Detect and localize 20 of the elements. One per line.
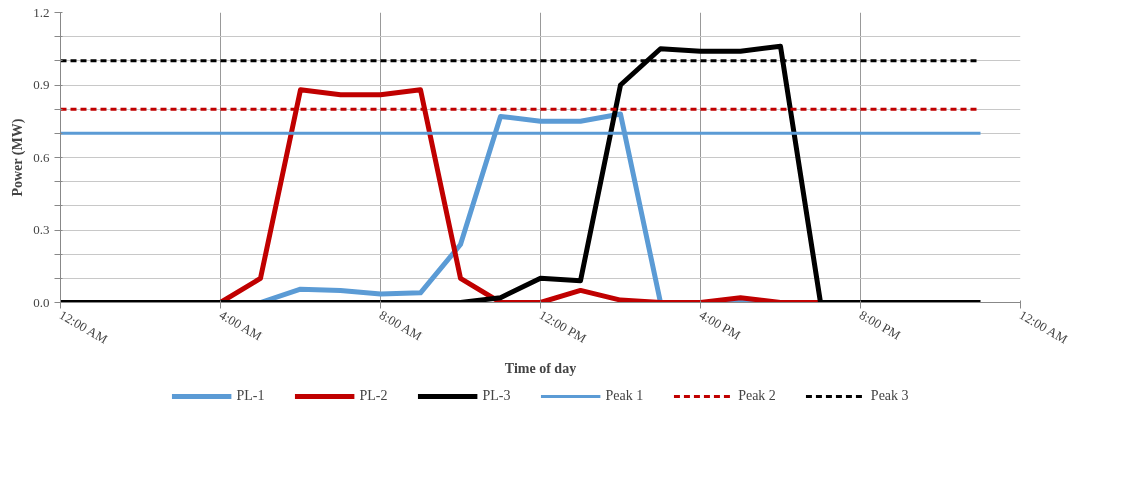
- legend-label: Peak 2: [738, 388, 776, 404]
- legend-label: PL-1: [236, 388, 265, 404]
- x-axis-title: Time of day: [504, 361, 577, 377]
- y-tick-label: 0.9: [33, 77, 50, 92]
- x-tick-label: 4:00 PM: [696, 307, 744, 343]
- x-tick-label: 12:00 PM: [536, 307, 590, 347]
- y-tick-label: 1.2: [33, 4, 50, 20]
- legend-label: Peak 1: [605, 388, 644, 404]
- x-tick-label: 8:00 PM: [856, 307, 904, 343]
- legend-label: Peak 3: [870, 388, 909, 404]
- x-tick-label: 12:00 AM: [56, 307, 111, 347]
- x-tick-label: 4:00 AM: [216, 307, 265, 344]
- y-tick-label: 0.6: [33, 149, 50, 165]
- x-tick-label: 12:00 AM: [1016, 307, 1071, 347]
- y-tick-label: 0.3: [33, 222, 50, 237]
- legend-label: PL-2: [359, 388, 388, 404]
- y-tick-label: 0.0: [33, 294, 50, 310]
- y-axis-title: Power (MW): [10, 118, 27, 197]
- x-tick-label: 8:00 AM: [376, 307, 425, 344]
- legend-label: PL-3: [482, 388, 511, 404]
